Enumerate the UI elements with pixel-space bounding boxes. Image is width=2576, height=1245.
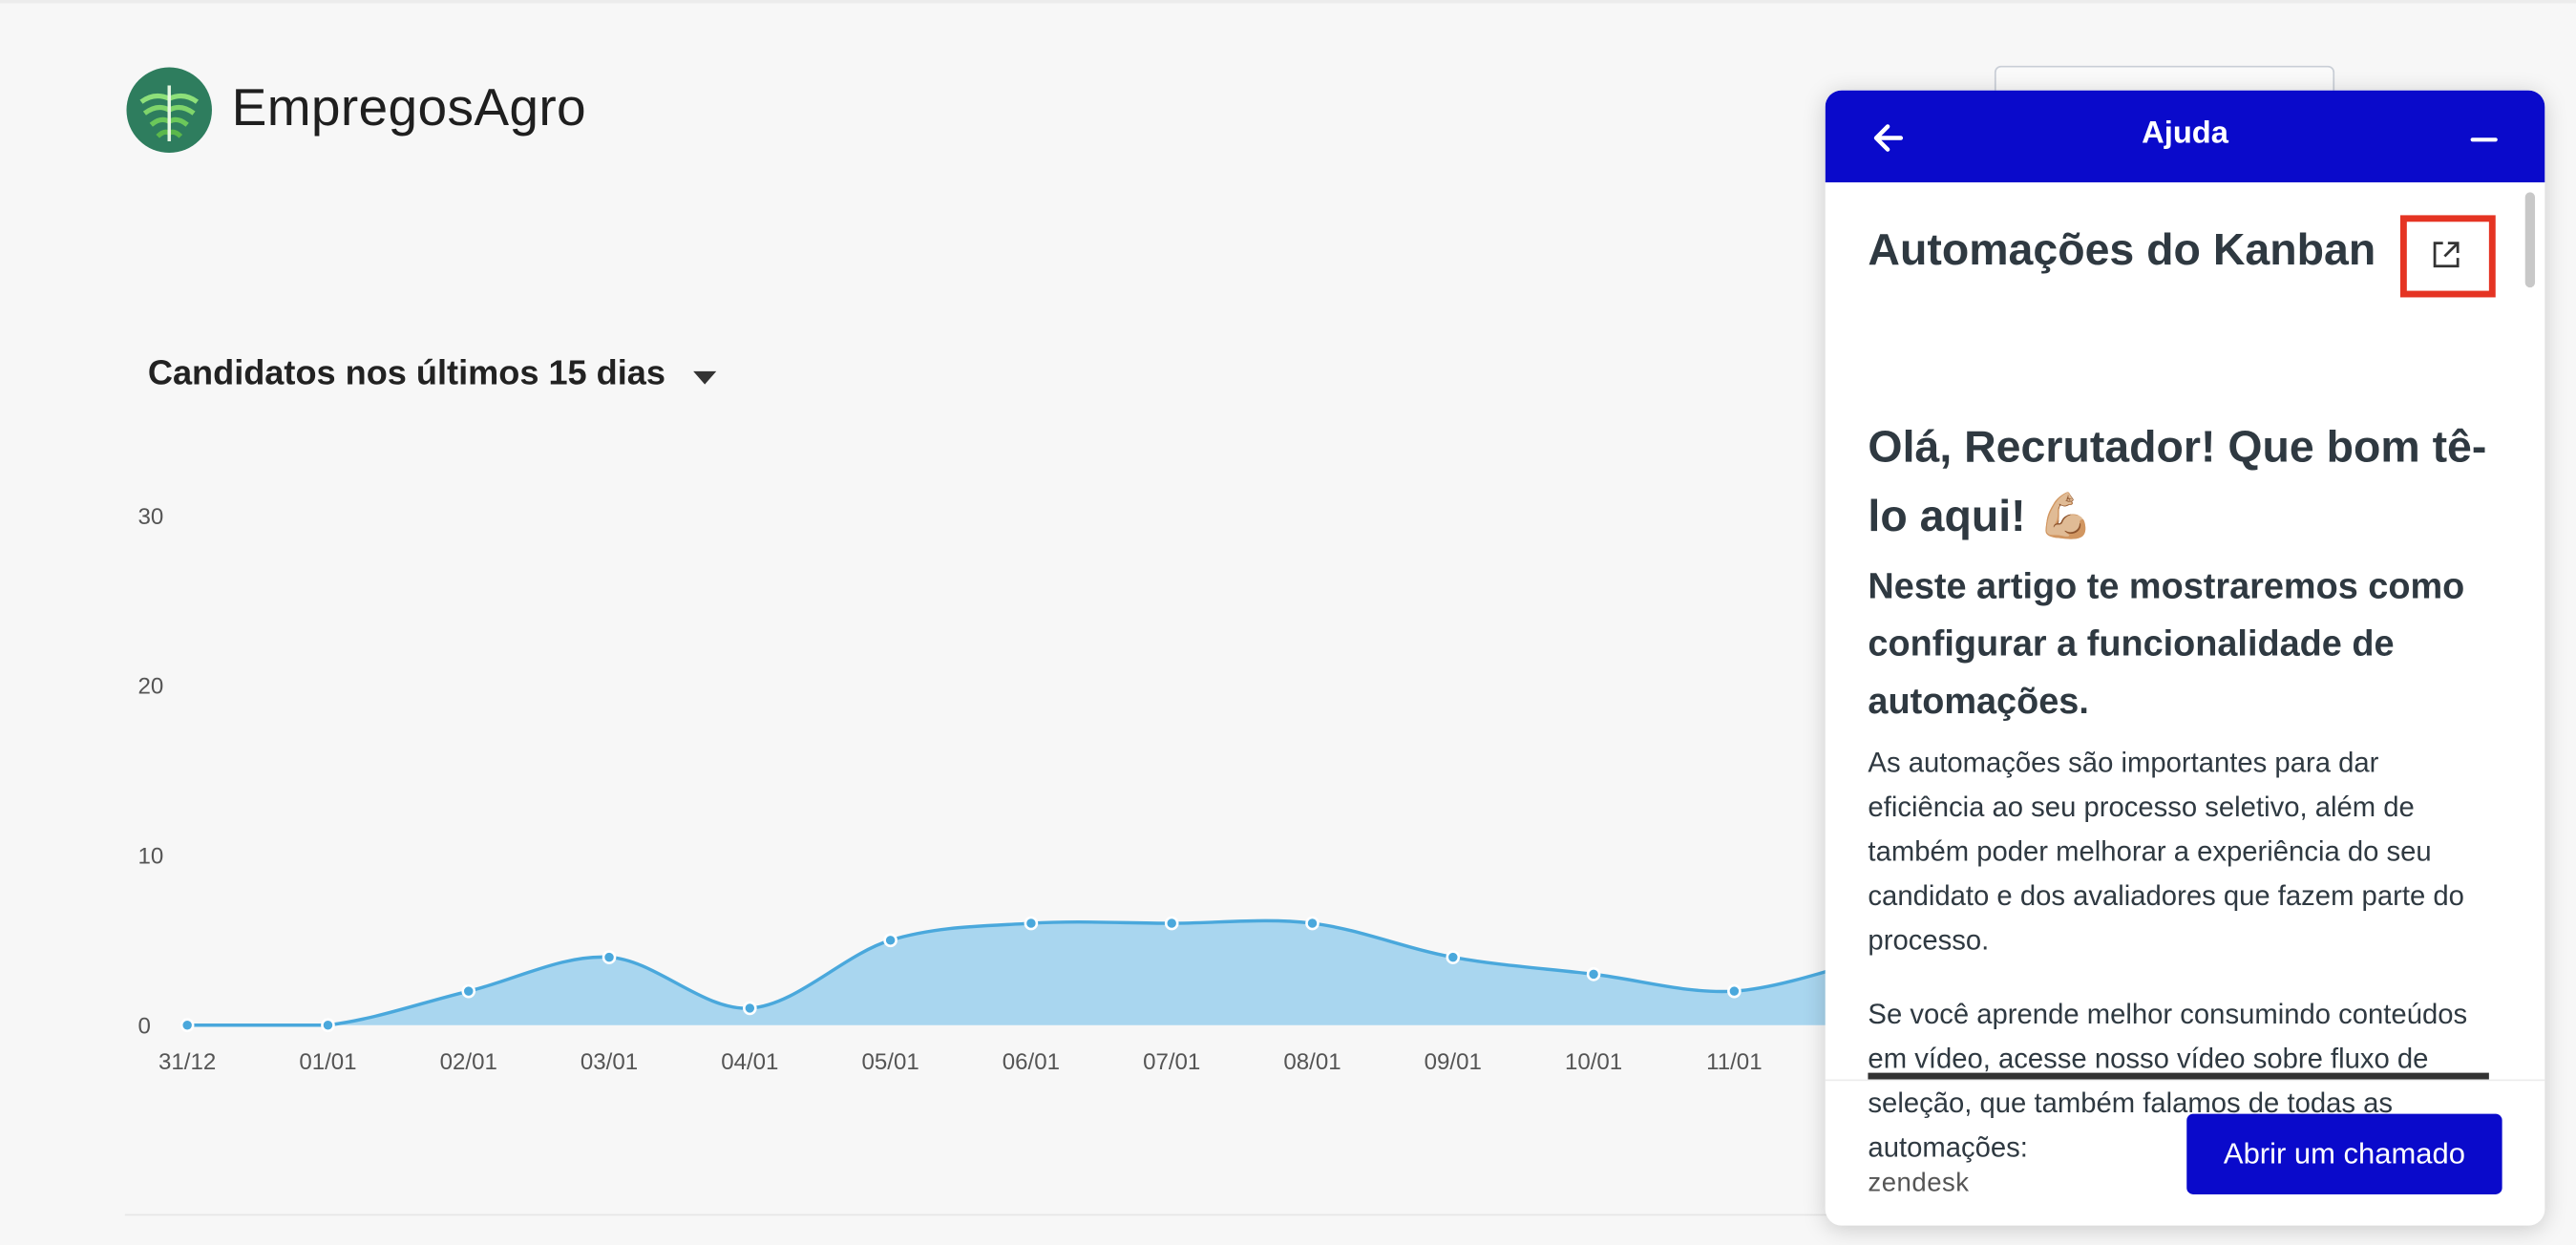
help-widget-header: Ajuda xyxy=(1825,90,2545,182)
y-tick-label: 30 xyxy=(138,504,164,530)
help-article-body[interactable]: Automações do Kanban Olá, Recrutador! Qu… xyxy=(1868,182,2502,1168)
series-area-fill xyxy=(187,920,1875,1025)
article-greeting: Olá, Recrutador! Que bom tê-lo aqui! 💪🏼 xyxy=(1868,422,2487,541)
x-tick-label: 08/01 xyxy=(1283,1049,1341,1075)
highlight-box xyxy=(2399,215,2496,298)
article-paragraph: Se você aprende melhor consumindo conteú… xyxy=(1868,999,2468,1164)
x-tick-label: 07/01 xyxy=(1143,1049,1200,1075)
data-point xyxy=(1024,916,1039,931)
help-widget-title: Ajuda xyxy=(2142,116,2228,152)
y-tick-label: 20 xyxy=(138,674,164,700)
x-tick-label: 31/12 xyxy=(158,1049,216,1075)
x-tick-label: 06/01 xyxy=(1003,1049,1060,1075)
x-tick-label: 09/01 xyxy=(1425,1049,1482,1075)
help-widget: Ajuda Automações do Kanban Olá, Recrutad… xyxy=(1825,90,2545,1226)
y-tick-label: 10 xyxy=(138,844,164,870)
zendesk-logo: zendesk xyxy=(1868,1170,1970,1198)
x-tick-label: 03/01 xyxy=(581,1049,638,1075)
x-tick-label: 11/01 xyxy=(1706,1049,1762,1075)
chart-period-title[interactable]: Candidatos nos últimos 15 dias xyxy=(147,354,665,393)
data-point xyxy=(743,1001,757,1016)
article-title: Automações do Kanban xyxy=(1868,224,2376,275)
data-point xyxy=(461,983,476,999)
chart-period-caret-icon[interactable] xyxy=(693,370,717,385)
video-embed-edge[interactable] xyxy=(1868,1072,2489,1080)
scrollbar-thumb[interactable] xyxy=(2524,192,2536,288)
x-tick-label: 04/01 xyxy=(721,1049,778,1075)
brand-name: EmpregosAgro xyxy=(231,76,587,137)
data-point xyxy=(883,933,897,948)
data-point xyxy=(1586,967,1601,981)
data-point xyxy=(1305,916,1320,931)
data-point xyxy=(1446,950,1461,964)
data-point xyxy=(1164,916,1179,931)
empregosagro-logo-icon xyxy=(126,67,212,154)
data-point xyxy=(321,1018,335,1033)
article-subtitle: Neste artigo te mostraremos como configu… xyxy=(1868,564,2465,722)
x-tick-label: 01/01 xyxy=(299,1049,356,1075)
data-point xyxy=(602,950,617,964)
back-arrow-icon[interactable] xyxy=(1868,116,1911,159)
open-external-icon[interactable] xyxy=(2430,239,2462,271)
scrollbar-track[interactable] xyxy=(2525,189,2535,1169)
x-tick-label: 02/01 xyxy=(440,1049,497,1075)
x-tick-label: 05/01 xyxy=(861,1049,918,1075)
footer-divider xyxy=(1825,1079,2545,1082)
top-border xyxy=(0,0,2576,4)
article-paragraph: As automações são importantes para dar e… xyxy=(1868,747,2464,957)
section-divider xyxy=(124,1213,1834,1216)
data-point xyxy=(179,1018,195,1033)
y-tick-label: 0 xyxy=(138,1013,151,1039)
data-point xyxy=(1727,983,1742,999)
open-ticket-button[interactable]: Abrir um chamado xyxy=(2186,1113,2502,1194)
minimize-icon[interactable] xyxy=(2462,116,2505,159)
x-tick-label: 10/01 xyxy=(1565,1049,1622,1075)
